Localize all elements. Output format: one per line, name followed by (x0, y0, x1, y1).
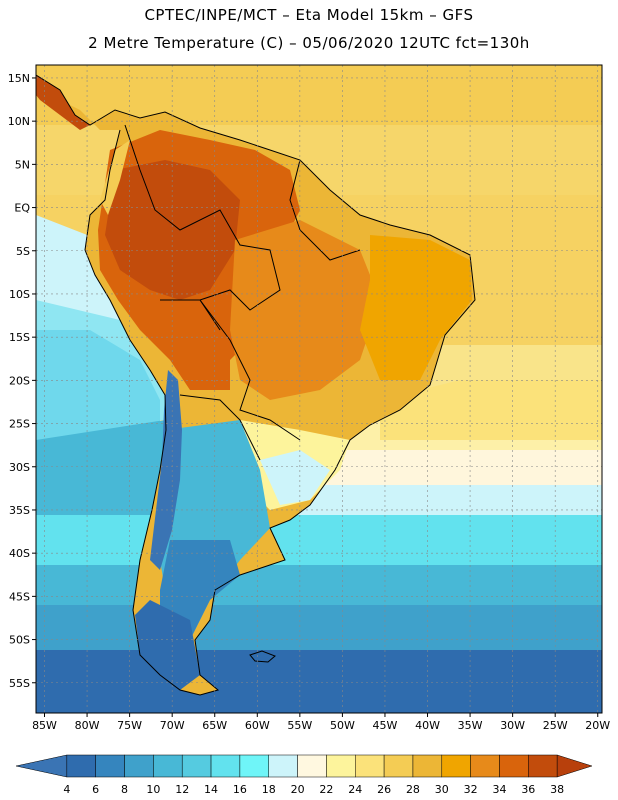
colorbar-label: 26 (377, 783, 391, 796)
lon-tick-label: 55W (287, 719, 312, 732)
lat-tick-label: 5S (16, 245, 30, 258)
lon-tick-label: 75W (117, 719, 142, 732)
colorbar-swatch (556, 754, 593, 778)
colorbar-label: 18 (262, 783, 276, 796)
lat-tick-label: EQ (14, 202, 30, 215)
colorbar-label: 22 (319, 783, 333, 796)
colorbar-swatch (181, 754, 212, 778)
lon-tick-label: 30W (500, 719, 525, 732)
colorbar-label: 6 (92, 783, 99, 796)
longitude-labels: 85W 80W 75W 70W 65W 60W 55W 50W 45W 40W 35W 30W 25W 2… (32, 713, 610, 732)
colorbar-label: 30 (435, 783, 449, 796)
lat-tick-label: 10N (8, 115, 30, 128)
gridlines (36, 65, 602, 713)
temperature-field (36, 65, 602, 713)
map-frame (35, 64, 603, 714)
colorbar-swatch (528, 754, 558, 778)
colorbar-swatch (239, 754, 269, 778)
colorbar: 4 6 8 10 12 14 16 18 20 22 24 26 28 30 32 34 36 38 (15, 754, 593, 796)
lon-tick-label: 40W (415, 719, 440, 732)
colorbar-swatch (15, 754, 68, 778)
lon-tick-label: 65W (202, 719, 227, 732)
colorbar-swatch (499, 754, 529, 778)
lat-tick-label: 20S (9, 374, 30, 387)
lon-tick-label: 35W (458, 719, 483, 732)
lat-tick-label: 40S (9, 547, 30, 560)
colorbar-swatch (210, 754, 241, 778)
lat-tick-label: 45S (9, 590, 30, 603)
colorbar-swatch (470, 754, 500, 778)
colorbar-label: 20 (291, 783, 305, 796)
lat-tick-label: 10S (9, 288, 30, 301)
colorbar-swatch (355, 754, 385, 778)
colorbar-swatch (441, 754, 471, 778)
lat-tick-label: 5N (15, 158, 30, 171)
colorbar-swatch (95, 754, 125, 778)
map-title-line2: 2 Metre Temperature (C) – 05/06/2020 12U… (88, 34, 530, 52)
colorbar-label: 24 (348, 783, 362, 796)
lat-tick-label: 15S (9, 331, 30, 344)
lat-tick-label: 25S (9, 418, 30, 431)
map-title-line1: CPTEC/INPE/MCT – Eta Model 15km – GFS (144, 6, 474, 24)
lat-tick-label: 15N (8, 72, 30, 85)
colorbar-label: 4 (63, 783, 70, 796)
lon-tick-label: 80W (75, 719, 100, 732)
colorbar-label: 38 (550, 783, 564, 796)
lon-tick-label: 25W (543, 719, 568, 732)
colorbar-swatch (383, 754, 414, 778)
lon-tick-label: 20W (585, 719, 610, 732)
lat-tick-label: 30S (9, 461, 30, 474)
coastlines (36, 74, 476, 696)
lon-tick-label: 60W (245, 719, 270, 732)
lon-tick-label: 50W (330, 719, 355, 732)
colorbar-swatch (124, 754, 154, 778)
colorbar-swatch (66, 754, 96, 778)
colorbar-swatch (326, 754, 356, 778)
lon-tick-label: 45W (373, 719, 398, 732)
lat-tick-label: 35S (9, 504, 30, 517)
colorbar-label: 8 (121, 783, 128, 796)
latitude-labels: 15N 10N 5N EQ 5S 10S 15S 20S 25S 30S 35S 40S 45S 50S 5… (8, 72, 36, 690)
colorbar-swatch (268, 754, 298, 778)
colorbar-label: 12 (175, 783, 189, 796)
colorbar-label: 32 (464, 783, 478, 796)
lon-tick-label: 70W (160, 719, 185, 732)
lat-tick-label: 50S (9, 634, 30, 647)
colorbar-label: 10 (146, 783, 160, 796)
colorbar-swatch (412, 754, 443, 778)
colorbar-label: 34 (492, 783, 506, 796)
colorbar-swatch (153, 754, 183, 778)
lat-tick-label: 55S (9, 677, 30, 690)
colorbar-swatch (297, 754, 327, 778)
colorbar-label: 16 (233, 783, 247, 796)
colorbar-label: 36 (521, 783, 535, 796)
colorbar-label: 28 (406, 783, 420, 796)
colorbar-label: 14 (204, 783, 218, 796)
lon-tick-label: 85W (32, 719, 57, 732)
